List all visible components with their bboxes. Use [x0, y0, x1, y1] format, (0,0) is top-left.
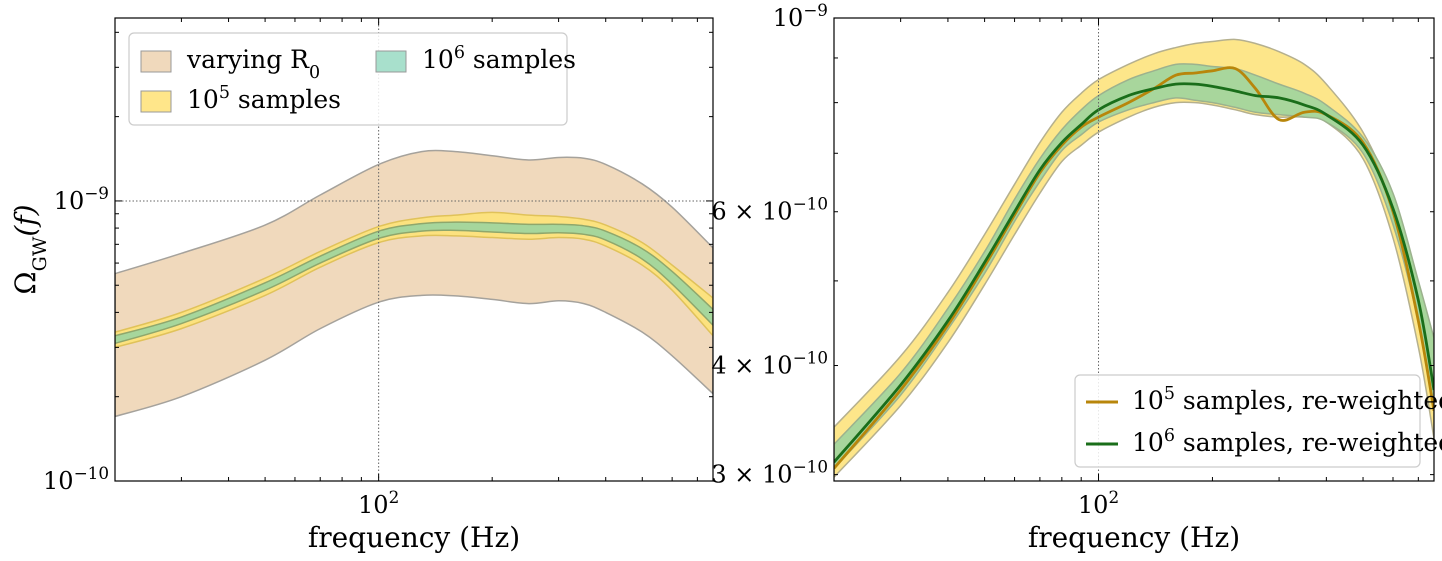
y-tick-label-right: 10−9 [773, 0, 828, 32]
axes-frame-left [114, 17, 714, 482]
y-tick-label-left: 10−9 [54, 183, 109, 215]
x-tick-label-left: 102 [358, 487, 399, 519]
x-tick-label-right: 102 [1078, 487, 1119, 519]
plot-area-right [834, 38, 1434, 479]
legend-label-left-0: varying R0 [186, 45, 320, 83]
y-tick-label-right: 6 × 10−10 [711, 194, 828, 226]
legend-box-left [128, 32, 568, 126]
y-tick-label-left: 10−10 [43, 463, 109, 495]
band-left-2 [115, 221, 713, 345]
y-tick-label-right: 3 × 10−10 [711, 457, 828, 489]
series-line-right-0 [834, 66, 1434, 470]
legend-label-right-1: 106 samples, re-weighted [1132, 426, 1442, 457]
plot-area-left [115, 149, 713, 418]
legend-swatch-left-2 [375, 50, 407, 73]
band-left-1 [115, 211, 713, 349]
y-tick-label-right: 4 × 10−10 [711, 348, 828, 380]
x-axis-title-left: frequency (Hz) [308, 521, 520, 554]
x-axis-title-right: frequency (Hz) [1028, 521, 1240, 554]
panel-left: 102 10−10 10−9 frequency (Hz) ΩGW(f) varying … [9, 17, 714, 554]
legend-swatch-left-0 [140, 50, 172, 73]
legend-swatch-left-1 [140, 90, 172, 113]
band-left-0 [115, 149, 713, 418]
panel-right: 102 3 × 10−10 4 × 10−10 6 × 10−10 10−9 freque… [711, 0, 1442, 554]
series-line-right-1 [834, 82, 1434, 464]
legend-label-right-0: 105 samples, re-weighted [1132, 384, 1442, 415]
y-axis-title-left: ΩGW(f) [9, 204, 51, 294]
legend-right: 105 samples, re-weighted 106 samples, re-… [1074, 374, 1442, 468]
legend-label-left-2: 106 samples [422, 43, 576, 74]
legend-label-left-1: 105 samples [187, 83, 341, 114]
axes-frame-right [833, 17, 1435, 482]
legend-box-right [1074, 374, 1421, 468]
